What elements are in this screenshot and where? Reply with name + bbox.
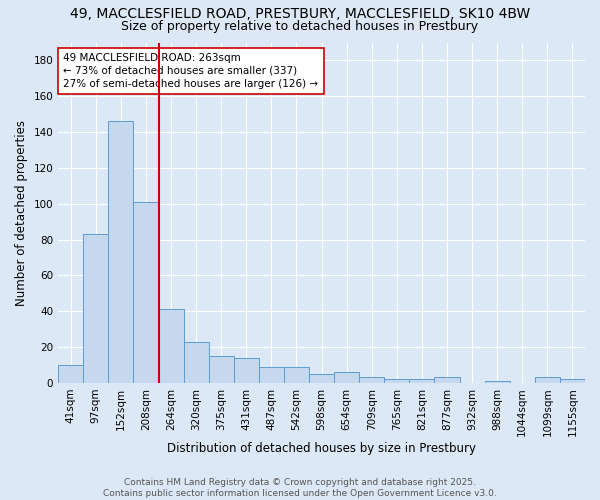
Bar: [209, 356, 234, 383]
Bar: [109, 122, 133, 383]
Bar: [535, 378, 560, 383]
Bar: [158, 310, 184, 383]
Text: 49 MACCLESFIELD ROAD: 263sqm
← 73% of detached houses are smaller (337)
27% of s: 49 MACCLESFIELD ROAD: 263sqm ← 73% of de…: [64, 52, 319, 89]
Bar: [485, 381, 510, 383]
Bar: [284, 366, 309, 383]
Bar: [58, 365, 83, 383]
Bar: [385, 380, 409, 383]
Bar: [234, 358, 259, 383]
Text: 49, MACCLESFIELD ROAD, PRESTBURY, MACCLESFIELD, SK10 4BW: 49, MACCLESFIELD ROAD, PRESTBURY, MACCLE…: [70, 8, 530, 22]
Bar: [334, 372, 359, 383]
Text: Size of property relative to detached houses in Prestbury: Size of property relative to detached ho…: [121, 20, 479, 33]
Bar: [259, 366, 284, 383]
Bar: [434, 378, 460, 383]
Bar: [409, 380, 434, 383]
Bar: [133, 202, 158, 383]
Bar: [83, 234, 109, 383]
Y-axis label: Number of detached properties: Number of detached properties: [15, 120, 28, 306]
Bar: [309, 374, 334, 383]
Bar: [560, 380, 585, 383]
X-axis label: Distribution of detached houses by size in Prestbury: Distribution of detached houses by size …: [167, 442, 476, 455]
Text: Contains HM Land Registry data © Crown copyright and database right 2025.
Contai: Contains HM Land Registry data © Crown c…: [103, 478, 497, 498]
Bar: [184, 342, 209, 383]
Bar: [359, 378, 385, 383]
